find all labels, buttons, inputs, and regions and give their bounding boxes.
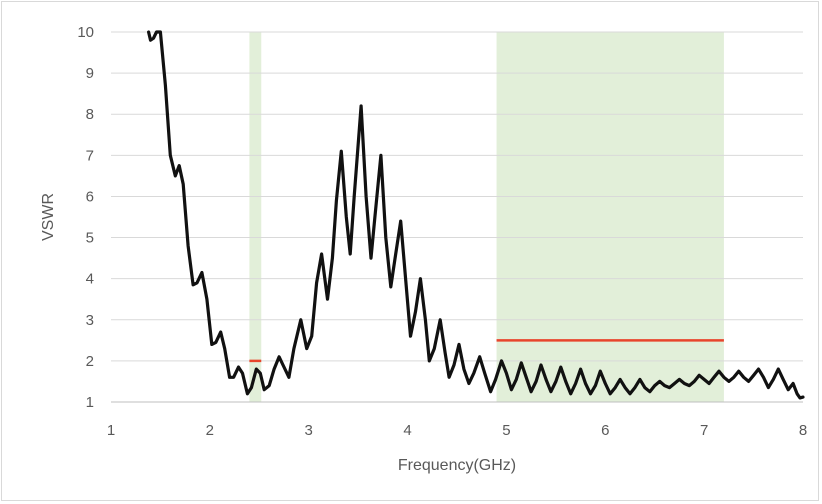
x-tick-label: 7 <box>700 422 708 439</box>
y-tick-label: 4 <box>86 271 94 288</box>
y-tick-label: 5 <box>86 230 94 247</box>
y-tick-label: 6 <box>86 188 94 205</box>
x-tick-label: 8 <box>799 422 807 439</box>
y-tick-label: 9 <box>86 65 94 82</box>
series-lines <box>147 30 805 400</box>
x-tick-labels: 1 2 3 4 5 6 7 8 <box>107 422 807 439</box>
vswr-series-line <box>147 30 805 400</box>
x-tick-label: 1 <box>107 422 115 439</box>
y-axis-title: VSWR <box>40 193 57 241</box>
x-axis-title: Frequency(GHz) <box>398 457 516 474</box>
y-tick-label: 7 <box>86 147 94 164</box>
y-tick-label: 8 <box>86 106 94 123</box>
y-tick-label: 2 <box>86 353 94 370</box>
x-tick-label: 2 <box>206 422 214 439</box>
y-tick-label: 1 <box>86 394 94 411</box>
y-tick-label: 3 <box>86 312 94 329</box>
x-tick-label: 4 <box>403 422 411 439</box>
x-tick-label: 6 <box>601 422 609 439</box>
y-tick-label: 10 <box>77 24 94 41</box>
shaded-bands <box>249 32 724 402</box>
shaded-band-2 <box>496 32 724 402</box>
y-tick-labels: 1 2 3 4 5 6 7 8 9 10 <box>77 24 94 411</box>
x-tick-label: 3 <box>305 422 313 439</box>
x-tick-label: 5 <box>502 422 510 439</box>
threshold-lines <box>249 339 724 363</box>
shaded-band-1 <box>249 32 262 402</box>
